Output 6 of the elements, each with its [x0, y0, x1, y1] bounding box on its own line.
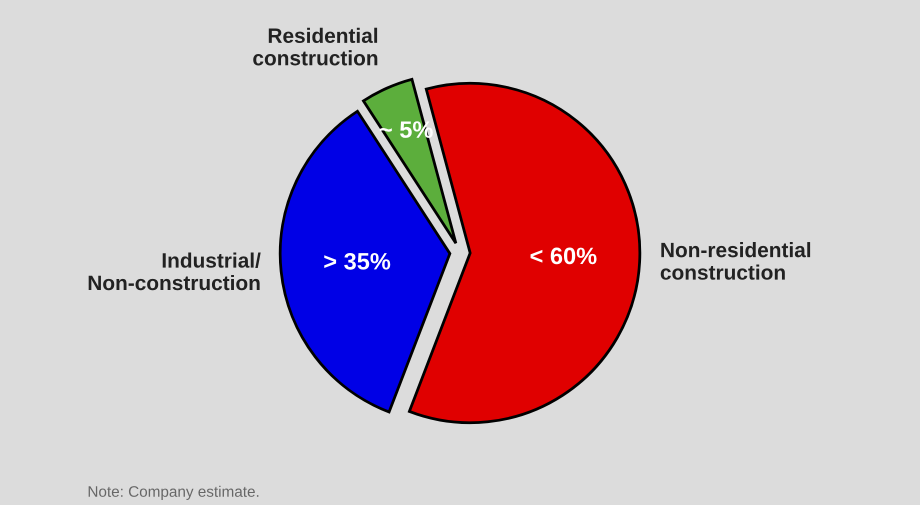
slice-label: Industrial/ Non-construction: [88, 252, 261, 290]
data-label: > 35%: [324, 252, 390, 270]
slice-label: Non-residential construction: [660, 242, 810, 280]
slice-label: Residential construction: [253, 28, 378, 66]
data-label: < 60%: [530, 248, 597, 264]
text: Note: Company estimate.: [88, 486, 258, 500]
